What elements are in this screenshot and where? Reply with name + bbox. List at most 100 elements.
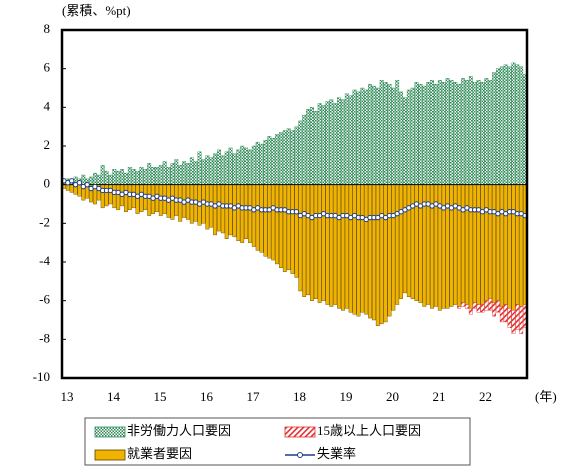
bar	[519, 184, 524, 307]
bar	[344, 184, 349, 309]
bar	[511, 184, 516, 311]
y-tick-label: 6	[44, 60, 51, 75]
bar	[515, 64, 520, 185]
bar	[464, 80, 469, 185]
bar	[488, 298, 493, 311]
bar	[433, 83, 438, 185]
bar	[410, 184, 415, 299]
bar	[317, 184, 322, 303]
bar	[461, 302, 466, 307]
legend-label: 非労働力人口要因	[127, 423, 231, 438]
bar	[430, 80, 435, 185]
legend-label: 就業者要因	[127, 446, 192, 461]
bar	[147, 163, 152, 185]
legend-swatch	[94, 449, 126, 461]
bar	[480, 304, 485, 313]
bar	[139, 167, 144, 185]
bar	[337, 184, 342, 309]
bar	[112, 168, 117, 185]
bar	[457, 306, 462, 309]
bar	[170, 184, 175, 220]
bar	[174, 159, 179, 185]
y-tick-label: -6	[39, 292, 50, 307]
y-tick-label: 8	[44, 21, 51, 36]
x-axis-label: (年)	[535, 389, 557, 404]
legend-swatch	[94, 426, 126, 438]
bar	[507, 184, 512, 309]
bar	[476, 80, 481, 185]
bar	[333, 103, 338, 185]
bar	[259, 184, 264, 253]
bar	[255, 141, 260, 185]
y-tick-label: 0	[44, 176, 51, 191]
line-marker	[76, 180, 83, 186]
bar	[290, 184, 295, 274]
bar	[383, 81, 388, 185]
bar	[488, 184, 493, 299]
bar	[395, 184, 400, 305]
bar	[244, 147, 249, 185]
bar	[507, 308, 512, 328]
bar	[278, 132, 283, 185]
bar	[499, 184, 504, 307]
bar	[511, 310, 516, 334]
bar	[189, 157, 194, 185]
bar	[236, 149, 241, 185]
bar	[209, 157, 214, 185]
bar	[414, 81, 419, 185]
bar	[325, 101, 330, 185]
bar	[278, 184, 283, 269]
bar	[263, 139, 268, 185]
bar	[406, 184, 411, 298]
bar	[92, 172, 97, 185]
bar	[108, 174, 113, 185]
bar	[69, 184, 74, 193]
bar	[317, 103, 322, 185]
bar	[368, 83, 373, 185]
bar	[178, 165, 183, 185]
bar	[445, 78, 450, 185]
bar	[356, 91, 361, 185]
bar	[472, 184, 477, 303]
bar	[375, 87, 380, 185]
bar	[247, 149, 252, 185]
bar	[364, 184, 369, 315]
bar	[313, 184, 318, 299]
bar	[430, 184, 435, 309]
bar	[263, 184, 268, 257]
bar	[127, 167, 132, 185]
x-tick-label: 19	[340, 389, 353, 404]
bar	[515, 184, 520, 305]
bar	[507, 66, 512, 185]
bar	[298, 120, 303, 185]
bar	[178, 184, 183, 222]
bar	[468, 184, 473, 309]
bar	[306, 109, 311, 185]
bar	[476, 304, 481, 313]
bar	[402, 184, 407, 294]
bar	[499, 306, 504, 323]
bar	[224, 151, 229, 185]
bar	[271, 184, 276, 261]
legend-box	[84, 417, 471, 466]
bar	[461, 78, 466, 185]
bar	[228, 184, 233, 236]
bar	[185, 163, 190, 185]
x-tick-label: 17	[247, 389, 261, 404]
bar	[282, 184, 287, 272]
bar	[503, 304, 508, 323]
bar	[387, 83, 392, 185]
bar	[247, 184, 252, 243]
bar	[503, 64, 508, 185]
bar	[379, 80, 384, 185]
bar	[480, 81, 485, 185]
y-tick-label: 4	[44, 98, 51, 113]
bar	[182, 161, 187, 185]
bar	[282, 130, 287, 185]
bar	[89, 176, 94, 185]
bar	[418, 83, 423, 185]
x-tick-label: 20	[386, 389, 399, 404]
bar	[457, 184, 462, 307]
bar	[275, 184, 280, 265]
